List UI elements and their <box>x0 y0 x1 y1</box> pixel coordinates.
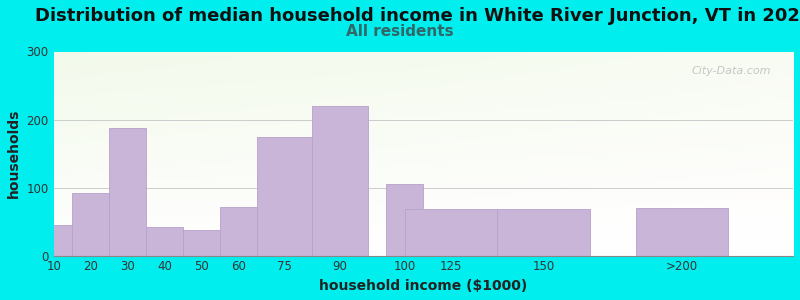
Bar <box>498 209 590 256</box>
Bar <box>257 136 313 256</box>
Bar <box>35 225 72 256</box>
Bar <box>183 230 220 256</box>
Bar <box>636 208 728 256</box>
Bar <box>146 227 183 256</box>
Bar <box>72 193 109 256</box>
Text: City-Data.com: City-Data.com <box>691 66 771 76</box>
Bar <box>109 128 146 256</box>
Y-axis label: households: households <box>7 109 21 198</box>
Title: Distribution of median household income in White River Junction, VT in 2022: Distribution of median household income … <box>34 7 800 25</box>
Bar <box>405 209 498 256</box>
Text: All residents: All residents <box>346 24 454 39</box>
X-axis label: household income ($1000): household income ($1000) <box>319 279 527 293</box>
Bar <box>220 207 257 256</box>
Bar <box>386 184 423 256</box>
Bar <box>313 106 368 256</box>
